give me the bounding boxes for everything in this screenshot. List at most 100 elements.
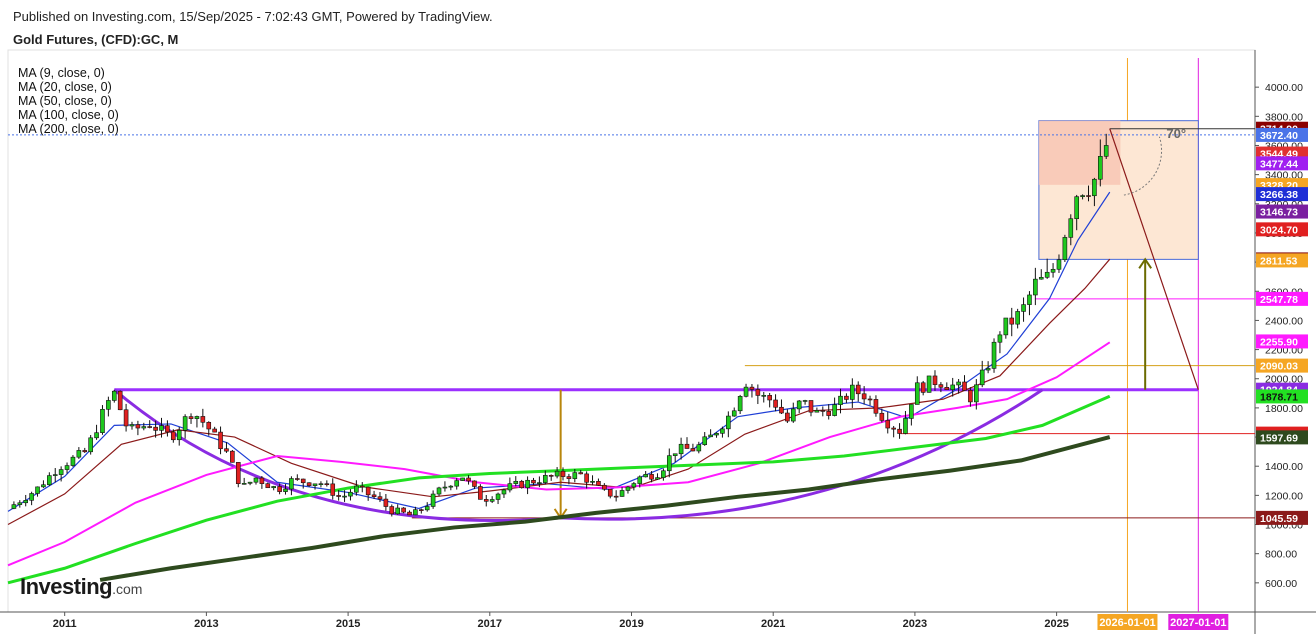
candle-body: [554, 470, 560, 477]
candle-body: [401, 507, 406, 513]
price-badge: [1256, 358, 1308, 373]
target-arrow-head: [1138, 257, 1153, 269]
candle-body: [666, 455, 672, 472]
x-tick-label: 2021: [761, 618, 785, 630]
candle-body: [218, 431, 223, 450]
candle-body: [602, 484, 607, 490]
candle-body: [336, 495, 341, 497]
symbol-title: Gold Futures, (CFD):GC, M: [13, 32, 179, 47]
candle-body: [212, 428, 217, 433]
candle-body: [483, 499, 489, 502]
x-tick-label: 2019: [619, 618, 643, 630]
candle-body: [979, 369, 985, 386]
candle-body: [365, 486, 371, 496]
indicator-ma100[interactable]: MA (100, close, 0): [18, 108, 119, 122]
candle-body: [596, 481, 601, 486]
candle-body: [501, 489, 507, 495]
candle-body: [537, 482, 542, 484]
candle-body: [962, 381, 967, 391]
candle-body: [838, 395, 843, 405]
indicator-ma50[interactable]: MA (50, close, 0): [18, 94, 112, 108]
logo-brand: Investing: [20, 574, 113, 599]
candle-body: [495, 493, 501, 500]
indicator-ma200[interactable]: MA (200, close, 0): [18, 122, 119, 136]
moving-average-layer: [7, 191, 1111, 585]
candle-body: [997, 334, 1003, 343]
candle-body: [548, 475, 554, 477]
candle-body: [708, 434, 713, 438]
candle-body: [383, 498, 389, 507]
candle-body: [342, 495, 347, 498]
angle-arc: [1123, 136, 1162, 196]
candle-body: [743, 386, 749, 397]
candle-body: [1033, 278, 1038, 296]
candle-body: [289, 478, 294, 490]
candle-body: [489, 499, 495, 502]
date-marker-badge: [1097, 614, 1158, 630]
candle-body: [525, 479, 530, 489]
candle-body: [271, 486, 276, 489]
candle-body: [35, 486, 40, 494]
candle-body: [903, 418, 908, 434]
candle-body: [1038, 277, 1044, 280]
date-marker-badge: [1168, 614, 1229, 630]
candle-body: [47, 475, 52, 486]
candle-body: [897, 428, 902, 434]
price-badge: [1256, 291, 1308, 306]
candle-body: [1003, 317, 1009, 336]
candle-body: [755, 389, 761, 396]
candle-body: [448, 485, 454, 488]
price-badge: [1256, 204, 1308, 219]
candle-body: [519, 480, 524, 489]
candle-body: [643, 474, 648, 478]
candle-body: [578, 472, 584, 475]
candle-body: [507, 483, 513, 491]
candle-body: [76, 450, 82, 458]
indicator-ma20[interactable]: MA (20, close, 0): [18, 80, 112, 94]
candle-body: [814, 410, 820, 413]
candle-body: [1050, 268, 1056, 273]
candle-body: [478, 486, 483, 500]
ma-line-2: [7, 341, 1111, 567]
candle-body: [300, 478, 306, 484]
candle-body: [914, 382, 920, 405]
candle-body: [106, 400, 111, 410]
candle-body: [938, 384, 944, 388]
candle-body: [389, 506, 395, 515]
candle-body: [613, 495, 619, 498]
candle-body: [1044, 271, 1050, 278]
candle-body: [850, 384, 855, 400]
candle-body: [306, 482, 312, 486]
candle-body: [513, 480, 519, 484]
candle-body: [731, 410, 737, 417]
candle-body: [182, 416, 188, 431]
candle-body: [767, 395, 772, 401]
candle-body: [117, 390, 123, 411]
candle-body: [1086, 195, 1091, 197]
candle-body: [932, 375, 938, 385]
candle-body: [129, 424, 135, 427]
candle-body: [655, 477, 660, 480]
price-badge-label: 3266.38: [1260, 189, 1298, 201]
price-badge: [1256, 156, 1308, 171]
candle-body: [41, 484, 46, 488]
x-tick-label: 2011: [53, 618, 77, 630]
candle-body: [678, 443, 684, 455]
candle-body: [802, 400, 808, 402]
candle-body: [241, 483, 247, 485]
indicator-ma9[interactable]: MA (9, close, 0): [18, 66, 105, 80]
candle-body: [690, 448, 696, 452]
candle-body: [1068, 218, 1074, 238]
candle-body: [749, 386, 755, 390]
y-tick-label: 1800.00: [1265, 403, 1303, 415]
candle-body: [29, 493, 34, 501]
candle-body: [230, 450, 235, 463]
y-tick-label: 600.00: [1265, 578, 1297, 590]
candle-body: [371, 494, 377, 497]
x-tick-label: 2025: [1044, 618, 1068, 630]
candle-body: [88, 437, 93, 453]
candle-body: [649, 474, 654, 480]
candle-body: [832, 404, 837, 416]
candle-body: [1062, 237, 1068, 261]
price-badge: [1256, 430, 1308, 445]
